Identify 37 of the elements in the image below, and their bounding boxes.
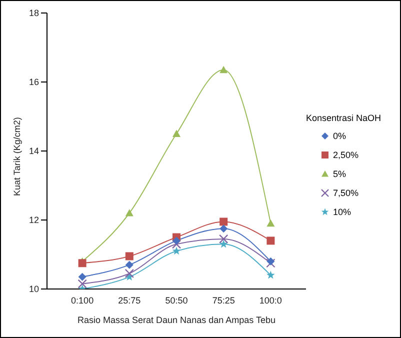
x-tick-label: 75:25 [212,295,235,306]
legend-label: 7,50% [333,188,359,198]
legend-label: 10% [333,206,352,216]
point [172,246,181,255]
x-tick-label: 25:75 [118,295,141,306]
point [78,272,86,281]
x-tick-label: 0:100 [71,295,94,306]
y-tick-label: 10 [28,284,39,294]
x-tick-label: 50:50 [165,295,188,306]
point [78,259,86,268]
y-tick-label: 14 [28,146,39,156]
point [266,219,275,227]
point [266,236,275,245]
point [219,240,228,248]
x-axis-title: Rasio Massa Serat Daun Nanas dan Ampas Tebu [78,315,276,325]
point [266,270,275,279]
point [125,252,134,260]
point [218,234,228,244]
point [124,268,134,278]
point [172,236,180,245]
y-tick-label: 12 [28,215,39,226]
legend-title: Konsentrasi NaOH [306,112,382,122]
y-tick-label: 16 [28,77,39,88]
legend-label: 2,50% [333,150,359,160]
legend-label: 5% [333,168,346,178]
point [125,260,134,269]
point [125,209,134,216]
point [220,218,228,226]
point [220,66,228,74]
legend-label: 0% [333,130,346,140]
point [172,130,180,137]
point [78,279,87,288]
point [220,224,228,233]
y-axis-title: Kuat Tarik (Kg/cm2) [12,117,22,196]
x-tick-label: 100:0 [259,295,282,306]
point [266,257,275,266]
y-tick-label: 18 [28,8,39,18]
